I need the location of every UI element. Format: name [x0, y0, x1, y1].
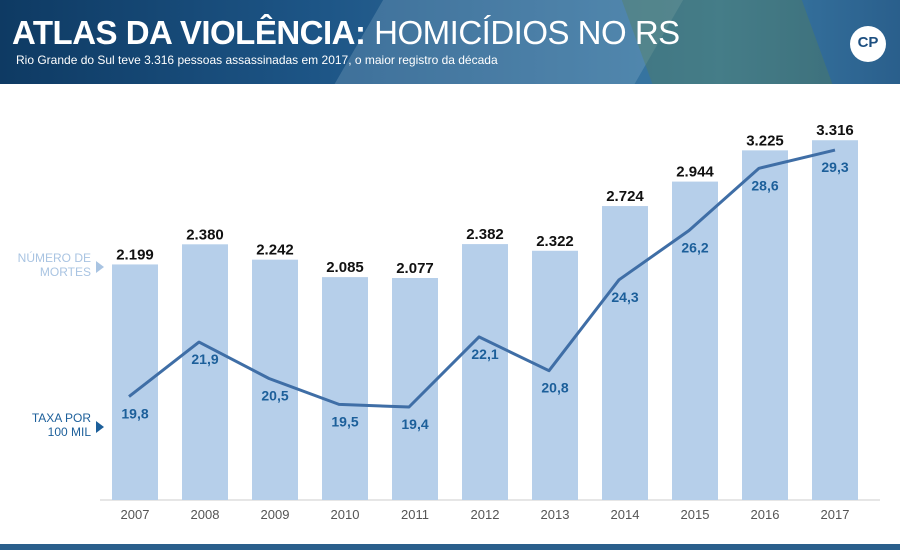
bar-value-label: 2.382	[466, 226, 504, 243]
bar-value-label: 2.322	[536, 233, 574, 250]
bar-2011	[392, 278, 438, 500]
x-tick-label: 2007	[121, 507, 150, 522]
x-tick-label: 2017	[821, 507, 850, 522]
legend-rate: TAXA POR 100 MIL	[6, 411, 91, 439]
bar-value-label: 2.380	[186, 226, 224, 243]
bar-2012	[462, 244, 508, 500]
x-tick-label: 2013	[541, 507, 570, 522]
rate-value-label: 21,9	[191, 351, 218, 367]
bars-group	[112, 140, 858, 500]
bar-value-label: 2.242	[256, 242, 294, 259]
legend-rate-line2: 100 MIL	[47, 425, 91, 439]
bar-value-label: 3.316	[816, 122, 854, 139]
page-title: ATLAS DA VIOLÊNCIA: HOMICÍDIOS NO RS	[12, 14, 680, 52]
bar-2007	[112, 264, 158, 500]
rate-value-label: 20,8	[541, 380, 568, 396]
legend-deaths-arrow-icon	[96, 261, 104, 273]
rate-value-label: 19,8	[121, 406, 148, 422]
bar-value-label: 2.077	[396, 260, 434, 277]
bar-value-label: 2.724	[606, 188, 644, 205]
rate-value-label: 22,1	[471, 346, 498, 362]
x-tick-label: 2015	[681, 507, 710, 522]
legend-deaths-line1: NÚMERO DE	[17, 251, 91, 265]
rate-value-label: 19,5	[331, 413, 358, 429]
rate-value-label: 29,3	[821, 159, 848, 175]
footer-bar	[0, 544, 900, 550]
rate-line	[128, 148, 836, 409]
labels-group: 2.199 2007 2.380 2008 2.242 2009 2.085 2010 2.07…	[116, 122, 854, 522]
header-banner: ATLAS DA VIOLÊNCIA: HOMICÍDIOS NO RS Rio…	[0, 0, 900, 84]
legend-rate-arrow-icon	[96, 421, 104, 433]
bar-2016	[742, 150, 788, 500]
legend-deaths: NÚMERO DE MORTES	[6, 251, 91, 279]
x-tick-label: 2011	[401, 507, 429, 522]
page-subtitle: Rio Grande do Sul teve 3.316 pessoas ass…	[16, 53, 498, 67]
bar-2013	[532, 250, 578, 500]
legend-deaths-line2: MORTES	[39, 265, 91, 279]
x-tick-label: 2016	[751, 507, 780, 522]
bar-value-label: 2.085	[326, 259, 364, 276]
bar-2010	[322, 277, 368, 500]
legend-rate-line1: TAXA POR	[31, 411, 91, 425]
title-light: HOMICÍDIOS NO RS	[374, 14, 680, 51]
rate-value-label: 20,5	[261, 387, 288, 403]
bar-2015	[672, 181, 718, 500]
rate-value-label: 19,4	[401, 416, 428, 432]
logo: CP	[850, 26, 886, 62]
bar-2017	[812, 140, 858, 500]
rate-value-label: 28,6	[751, 177, 778, 193]
x-tick-label: 2012	[471, 507, 500, 522]
bar-value-label: 2.199	[116, 246, 154, 263]
x-tick-label: 2014	[611, 507, 640, 522]
rate-value-label: 24,3	[611, 289, 638, 305]
x-tick-label: 2010	[331, 507, 360, 522]
title-bold: ATLAS DA VIOLÊNCIA:	[12, 14, 366, 51]
chart: 2.199 2007 2.380 2008 2.242 2009 2.085 2010 2.07…	[100, 122, 880, 522]
rate-line-group	[128, 148, 836, 409]
bar-2008	[182, 244, 228, 500]
bar-2014	[602, 206, 648, 500]
x-tick-label: 2009	[261, 507, 290, 522]
x-tick-label: 2008	[191, 507, 220, 522]
rate-value-label: 26,2	[681, 240, 708, 256]
bar-value-label: 3.225	[746, 132, 784, 149]
bar-value-label: 2.944	[676, 164, 714, 181]
